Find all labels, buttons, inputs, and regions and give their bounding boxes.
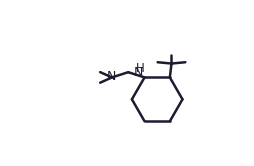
Text: N: N	[134, 66, 143, 79]
Text: H: H	[136, 62, 145, 75]
Text: N: N	[106, 70, 116, 83]
